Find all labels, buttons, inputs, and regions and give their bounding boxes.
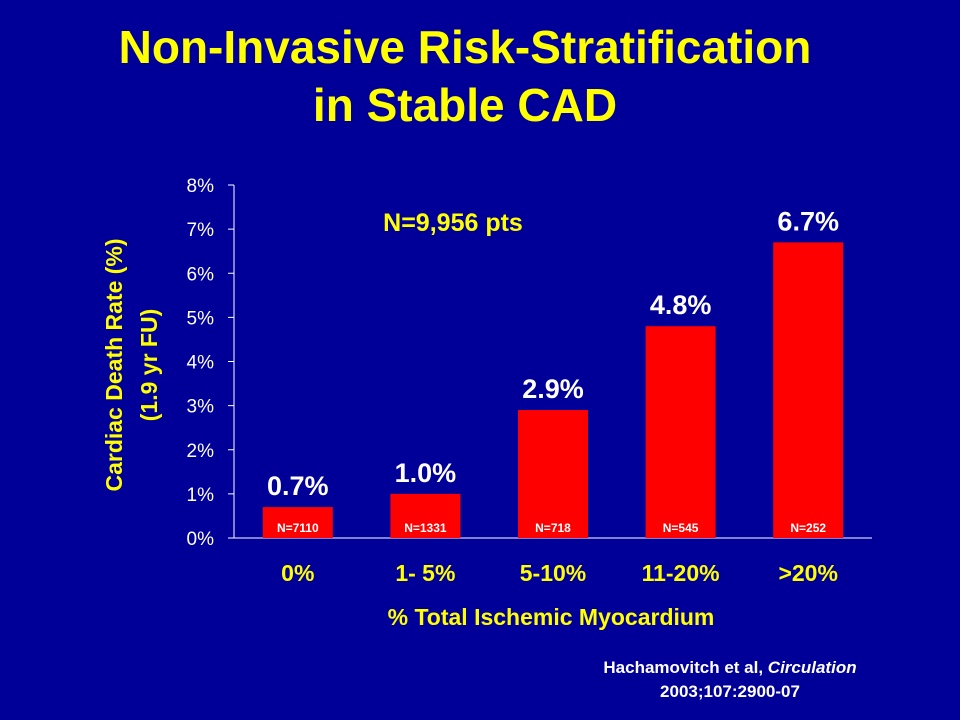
y-axis-label-line-1: Cardiac Death Rate (%)	[101, 238, 127, 491]
x-tick-label: >20%	[778, 560, 837, 586]
x-tick-label: 11-20%	[642, 560, 720, 586]
citation-journal: Circulation	[767, 658, 857, 677]
slide-title-line-2: in Stable CAD	[312, 79, 618, 131]
data-label: 4.8%	[650, 290, 712, 320]
x-axis-label: % Total Ischemic Myocardium	[388, 604, 715, 630]
bar-n-label: N=7110	[277, 521, 319, 535]
bar	[262, 507, 333, 538]
y-tick-label: 2%	[187, 441, 215, 462]
citation-line-2: 2003;107:2900-07	[660, 682, 800, 701]
data-label: 2.9%	[522, 374, 584, 404]
x-tick-label: 0%	[281, 560, 314, 586]
bar	[518, 410, 588, 538]
bar-n-label: N=545	[663, 521, 699, 535]
data-label: 1.0%	[395, 458, 457, 488]
bar-n-label: N=1331	[404, 521, 447, 535]
bar-n-label: N=252	[790, 521, 826, 535]
chart-annotation: N=9,956 pts	[383, 209, 523, 237]
y-tick-label: 8%	[187, 176, 215, 197]
bar-n-label: N=718	[535, 521, 571, 535]
y-tick-label: 0%	[187, 529, 215, 550]
y-tick-label: 3%	[187, 397, 215, 418]
bar	[773, 242, 844, 539]
data-label: 6.7%	[777, 206, 839, 236]
data-label: 0.7%	[267, 471, 329, 501]
x-tick-label: 5-10%	[520, 560, 586, 586]
citation: Hachamovitch et al, Circulation 2003;107…	[540, 656, 920, 704]
y-tick-label: 4%	[187, 353, 215, 374]
y-axis-label-line-2: (1.9 yr FU)	[136, 309, 162, 421]
citation-authors: Hachamovitch et al,	[603, 658, 768, 677]
y-tick-label: 5%	[187, 308, 215, 329]
slide-title-line-1: Non-Invasive Risk-Stratification	[118, 21, 812, 73]
slide-title: Non-Invasive Risk-Stratification in Stab…	[0, 18, 930, 134]
citation-line-1: Hachamovitch et al, Circulation	[540, 656, 920, 680]
x-tick-label: 1- 5%	[395, 560, 455, 586]
y-tick-label: 1%	[187, 485, 215, 506]
bar	[645, 326, 716, 538]
y-tick-label: 6%	[187, 264, 215, 285]
y-tick-label: 7%	[187, 220, 215, 241]
bar	[390, 493, 461, 538]
